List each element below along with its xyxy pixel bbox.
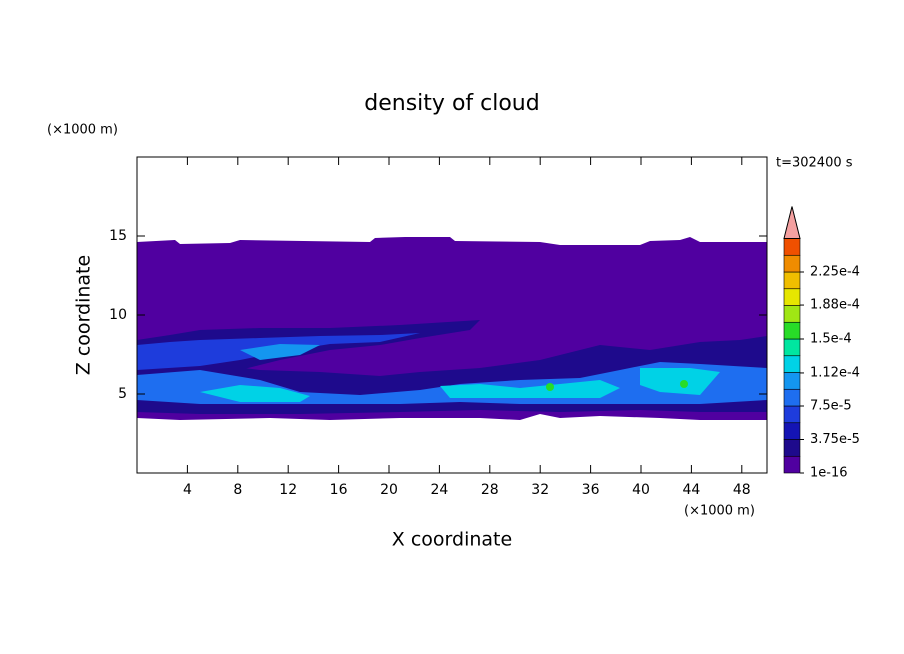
x-tick-label: 28 (481, 482, 499, 498)
x-tick-label: 36 (582, 482, 600, 498)
colorbar-band (783, 355, 801, 373)
x-tick-label: 20 (380, 482, 398, 498)
colorbar-tick-label: 1.88e-4 (810, 298, 860, 313)
colorbar-tick-label: 1.12e-4 (810, 365, 860, 380)
cloud-region (546, 383, 554, 391)
colorbar-tick-label: 7.5e-5 (810, 399, 852, 414)
y-unit: (×1000 m) (47, 123, 118, 138)
colorbar-band (783, 405, 801, 424)
colorbar-band (783, 422, 801, 440)
colorbar-tick-label: 1.5e-4 (810, 332, 852, 347)
colorbar-band (783, 321, 801, 340)
colorbar-band (783, 288, 801, 306)
colorbar-band (783, 254, 801, 273)
colorbar-extend (783, 206, 801, 239)
colorbar-tick-label: 1e-16 (810, 466, 848, 481)
x-axis-label: X coordinate (392, 529, 512, 551)
x-tick-label: 44 (682, 482, 700, 498)
colorbar-band (783, 271, 801, 290)
cloud-region (680, 380, 688, 388)
colorbar-band (783, 372, 801, 390)
y-tick-label: 15 (109, 228, 127, 244)
x-unit: (×1000 m) (684, 504, 755, 519)
y-tick-label: 5 (118, 386, 127, 402)
x-tick-label: 8 (233, 482, 242, 498)
colorbar-tick-label: 2.25e-4 (810, 265, 860, 280)
x-tick-label: 40 (632, 482, 650, 498)
time-label: t=302400 s (776, 156, 853, 171)
x-tick-label: 4 (183, 482, 192, 498)
colorbar-band (783, 238, 801, 256)
x-tick-label: 12 (279, 482, 297, 498)
x-tick-label: 32 (531, 482, 549, 498)
x-tick-label: 24 (430, 482, 448, 498)
colorbar-band (783, 305, 801, 323)
cloud-field (137, 237, 767, 420)
colorbar-tick-label: 3.75e-5 (810, 432, 860, 447)
cloud-region (240, 344, 320, 360)
colorbar-band (783, 338, 801, 357)
chart-title: density of cloud (364, 91, 539, 116)
y-axis-label: Z coordinate (73, 255, 95, 375)
colorbar-band (783, 388, 801, 407)
colorbar-band (783, 439, 801, 457)
x-tick-label: 16 (330, 482, 348, 498)
y-tick-label: 10 (109, 307, 127, 323)
cloud-region (440, 380, 620, 398)
cloud-region (200, 385, 310, 402)
colorbar-band (783, 455, 801, 474)
cloud-region (640, 368, 720, 395)
x-tick-label: 48 (733, 482, 751, 498)
